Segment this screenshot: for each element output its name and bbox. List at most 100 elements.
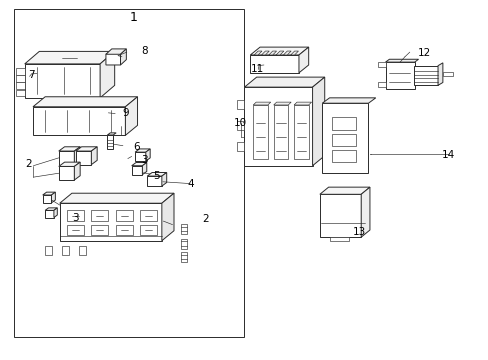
Polygon shape [147, 176, 162, 186]
Polygon shape [268, 51, 276, 55]
Polygon shape [131, 166, 142, 175]
Polygon shape [237, 121, 244, 130]
Polygon shape [16, 68, 25, 75]
Polygon shape [60, 203, 162, 241]
Text: 11: 11 [250, 64, 264, 74]
Polygon shape [67, 225, 84, 235]
Text: 6: 6 [133, 142, 140, 152]
Polygon shape [79, 246, 86, 255]
Polygon shape [45, 246, 52, 255]
Polygon shape [91, 147, 97, 165]
Polygon shape [14, 9, 244, 337]
Polygon shape [293, 102, 311, 105]
Polygon shape [74, 147, 80, 165]
Polygon shape [298, 47, 308, 73]
Polygon shape [162, 172, 166, 186]
Polygon shape [322, 103, 368, 173]
Polygon shape [59, 166, 74, 180]
Text: 7: 7 [28, 69, 35, 80]
Polygon shape [442, 72, 452, 76]
Polygon shape [181, 252, 187, 262]
Polygon shape [67, 210, 84, 221]
Polygon shape [162, 193, 174, 241]
Polygon shape [329, 237, 348, 241]
Text: 9: 9 [122, 108, 128, 118]
Polygon shape [145, 149, 150, 161]
Text: 5: 5 [153, 171, 160, 181]
Polygon shape [59, 151, 74, 165]
Polygon shape [42, 192, 55, 195]
Polygon shape [91, 225, 108, 235]
Polygon shape [283, 51, 290, 55]
Polygon shape [76, 147, 97, 151]
Polygon shape [33, 107, 125, 135]
Polygon shape [131, 162, 146, 166]
Polygon shape [237, 100, 244, 109]
Text: 3: 3 [72, 212, 79, 222]
Polygon shape [116, 210, 132, 221]
Polygon shape [33, 97, 137, 107]
Polygon shape [319, 187, 369, 194]
Polygon shape [250, 47, 308, 55]
Polygon shape [16, 90, 25, 96]
Polygon shape [120, 49, 126, 65]
Polygon shape [125, 97, 137, 135]
Polygon shape [142, 162, 146, 175]
Text: 2: 2 [202, 214, 208, 224]
Polygon shape [135, 149, 150, 152]
Polygon shape [76, 151, 91, 165]
Polygon shape [237, 143, 244, 152]
Text: 13: 13 [352, 227, 366, 237]
Polygon shape [181, 224, 187, 234]
Polygon shape [45, 210, 54, 217]
Polygon shape [331, 117, 356, 130]
Polygon shape [51, 192, 55, 203]
Polygon shape [74, 162, 80, 180]
Polygon shape [107, 135, 113, 149]
Polygon shape [385, 59, 418, 62]
Text: 14: 14 [441, 150, 454, 160]
Polygon shape [377, 82, 385, 87]
Polygon shape [331, 134, 356, 146]
Text: 1: 1 [129, 11, 137, 24]
Polygon shape [253, 105, 267, 158]
Polygon shape [91, 210, 108, 221]
Polygon shape [293, 105, 308, 158]
Text: 8: 8 [141, 46, 148, 56]
Polygon shape [42, 195, 51, 203]
Polygon shape [25, 64, 100, 98]
Polygon shape [377, 62, 385, 67]
Text: 3: 3 [141, 156, 148, 165]
Polygon shape [59, 162, 80, 166]
Polygon shape [331, 150, 356, 162]
Polygon shape [181, 239, 187, 249]
Text: 10: 10 [234, 118, 246, 128]
Polygon shape [273, 102, 290, 105]
Text: 2: 2 [25, 159, 31, 169]
Polygon shape [276, 51, 284, 55]
Polygon shape [106, 51, 120, 65]
Polygon shape [244, 87, 312, 166]
Polygon shape [16, 82, 25, 89]
Polygon shape [140, 210, 157, 221]
Polygon shape [147, 172, 166, 176]
Polygon shape [107, 133, 116, 135]
Polygon shape [135, 152, 145, 161]
Polygon shape [25, 51, 115, 64]
Polygon shape [244, 77, 324, 87]
Polygon shape [106, 49, 126, 54]
Polygon shape [413, 66, 437, 85]
Polygon shape [385, 62, 414, 89]
Polygon shape [54, 208, 57, 217]
Polygon shape [140, 225, 157, 235]
Polygon shape [16, 75, 25, 82]
Polygon shape [319, 194, 361, 237]
Polygon shape [437, 63, 442, 85]
Polygon shape [290, 51, 298, 55]
Polygon shape [312, 77, 324, 166]
Polygon shape [250, 55, 298, 73]
Polygon shape [253, 102, 270, 105]
Polygon shape [100, 51, 115, 98]
Polygon shape [60, 193, 174, 203]
Polygon shape [273, 105, 287, 158]
